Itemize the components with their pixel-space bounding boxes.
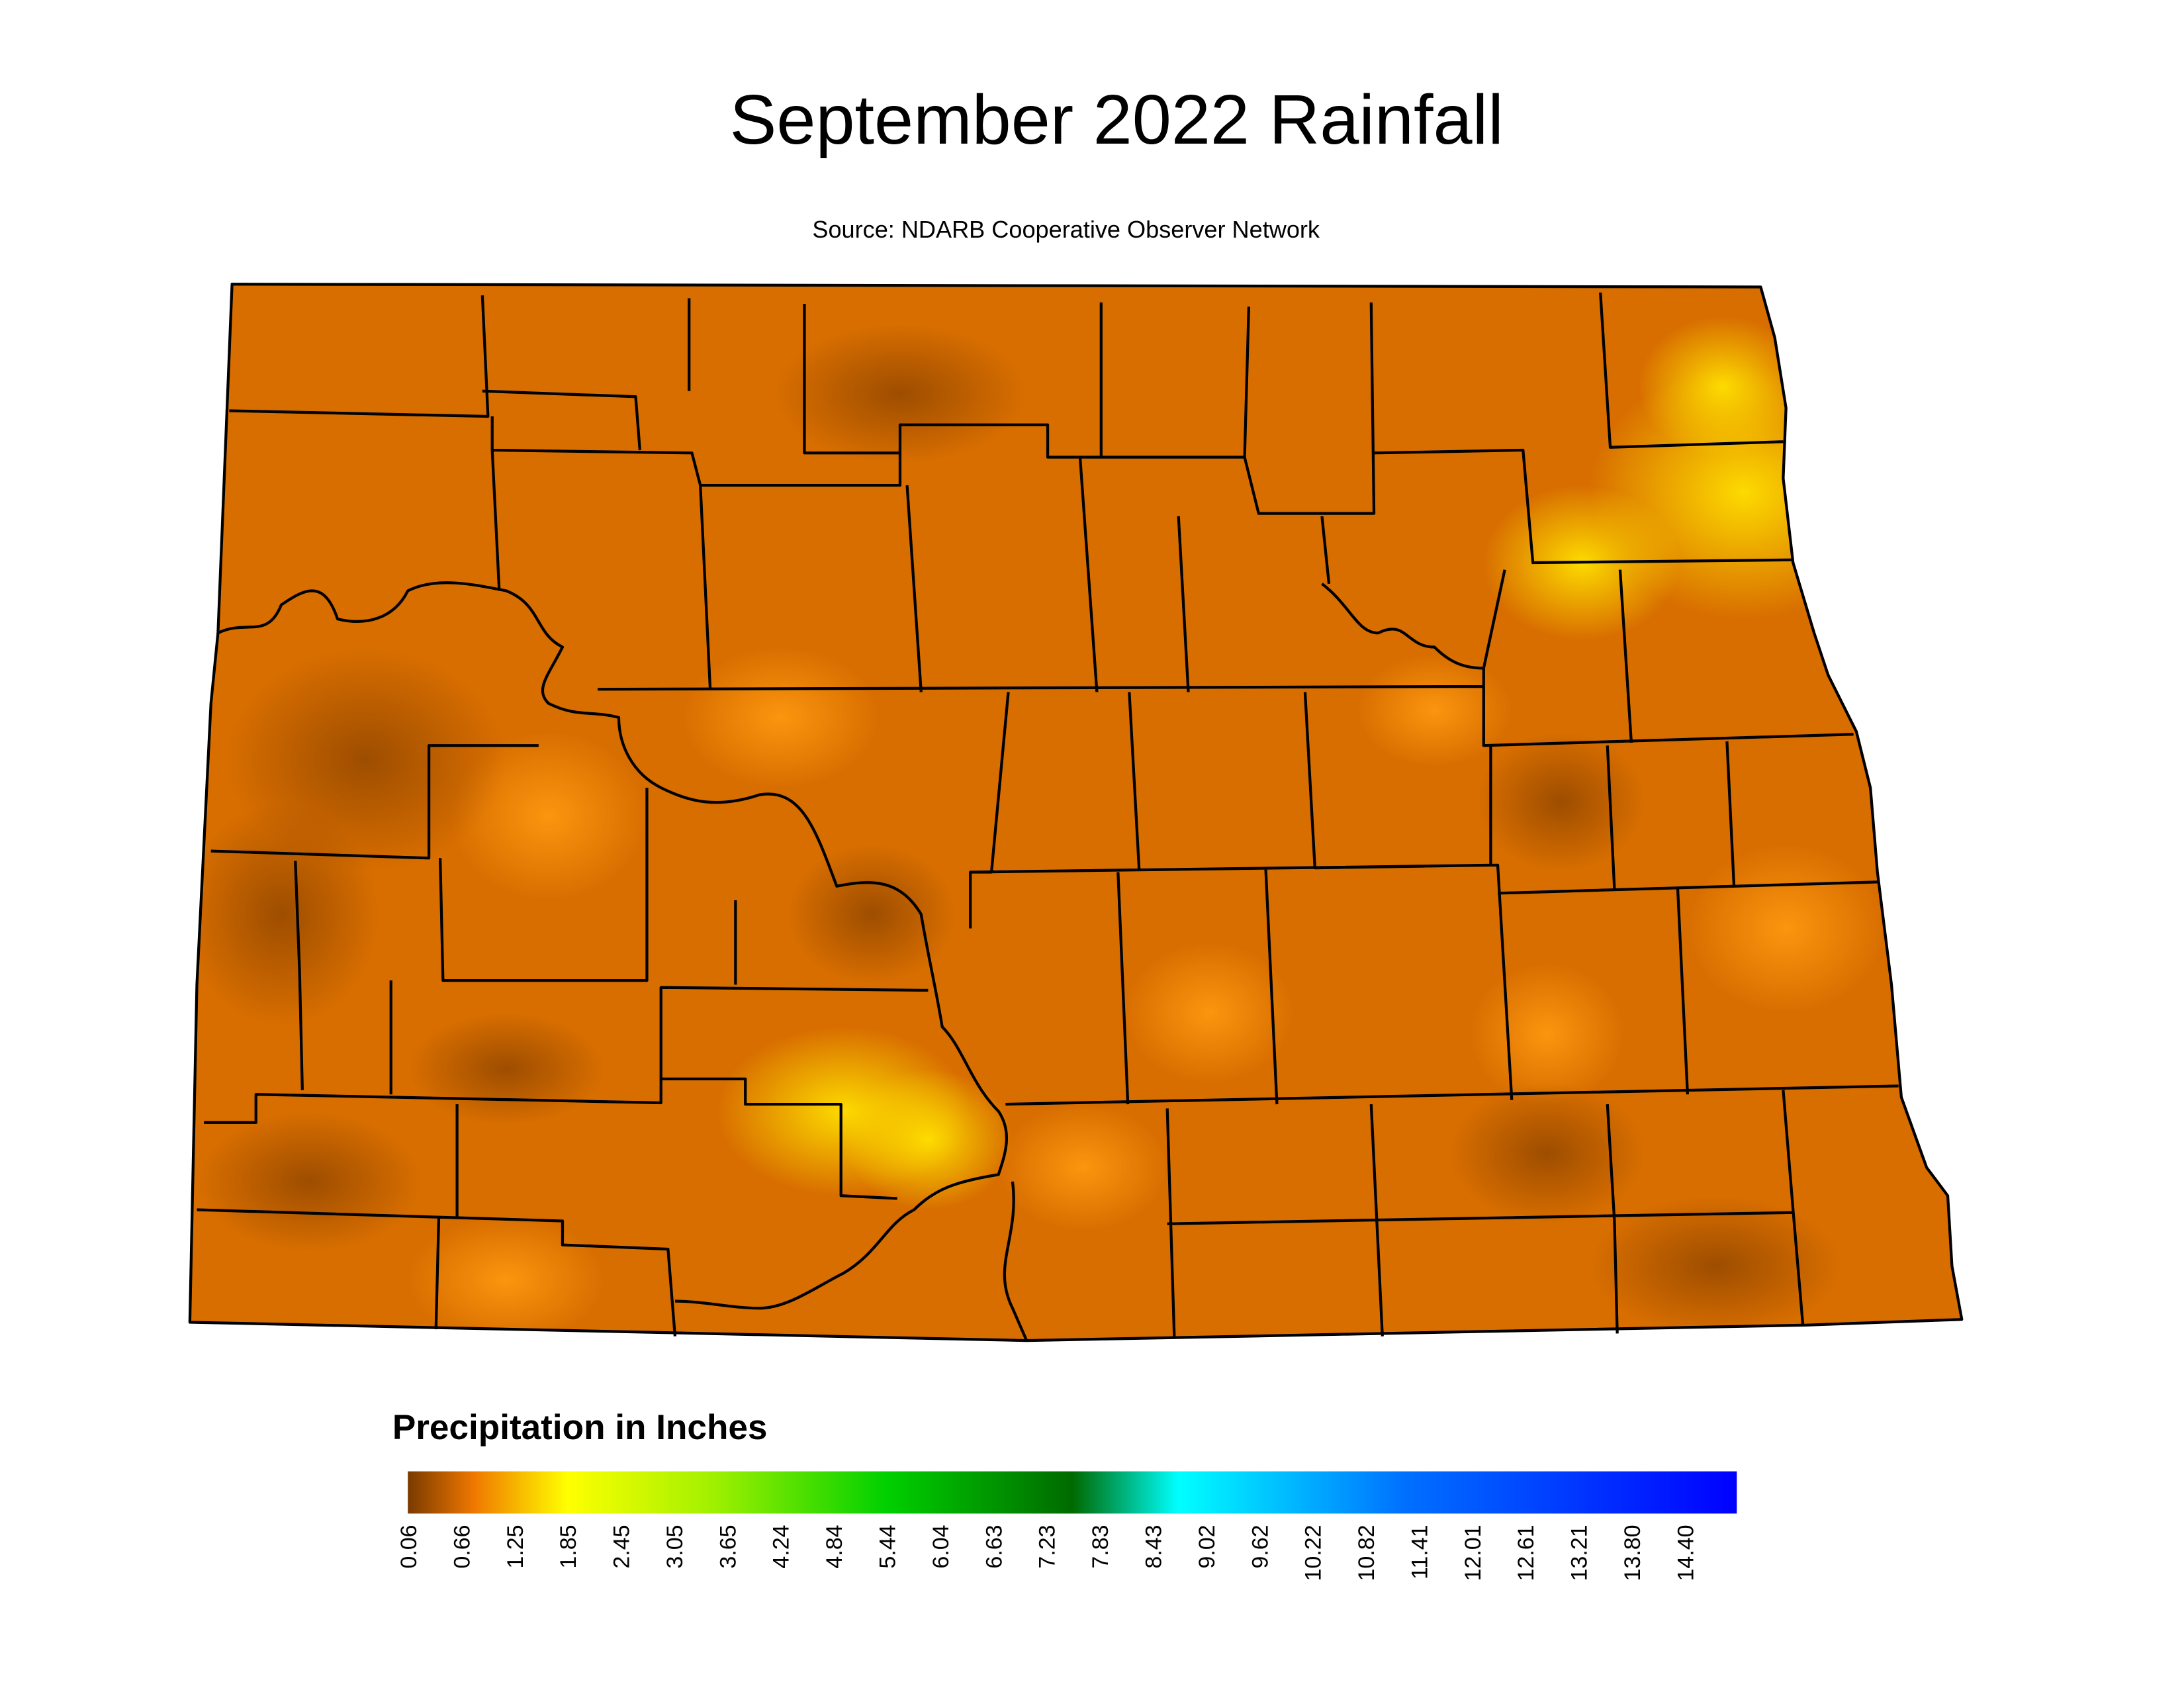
legend-label: 7.23 <box>1035 1524 1060 1568</box>
blob <box>1124 942 1294 1084</box>
river-border <box>217 581 1484 1341</box>
color-bar <box>408 1471 1737 1514</box>
legend-label: 0.06 <box>396 1524 422 1568</box>
legend-label: 6.63 <box>981 1524 1007 1568</box>
legend-label: 3.65 <box>715 1524 741 1568</box>
legend-label: 0.66 <box>449 1524 475 1568</box>
map-title: September 2022 Rainfall <box>730 80 1504 159</box>
legend-label: 10.82 <box>1354 1524 1379 1581</box>
legend-label: 11.41 <box>1407 1524 1432 1579</box>
legend-label: 13.21 <box>1567 1524 1592 1581</box>
legend-label: 1.85 <box>556 1524 581 1568</box>
state-outline <box>188 283 1964 1342</box>
source-note: Source: NDARB Cooperative Observer Netwo… <box>812 216 1320 243</box>
blob <box>189 802 380 1027</box>
legend-label: 12.61 <box>1514 1524 1539 1581</box>
blob <box>682 647 880 788</box>
blob <box>197 1111 422 1252</box>
legend-label: 9.62 <box>1248 1524 1273 1568</box>
legend-label: 6.04 <box>929 1524 954 1568</box>
legend-label: 12.01 <box>1461 1524 1486 1581</box>
blob <box>998 1104 1167 1231</box>
blob <box>1357 654 1512 767</box>
blob <box>1589 1196 1843 1336</box>
precip-blobs <box>189 316 1899 1341</box>
legend-label: 13.80 <box>1620 1524 1645 1581</box>
legend-label: 14.40 <box>1673 1524 1698 1581</box>
blob <box>1469 963 1625 1105</box>
legend-label: 3.05 <box>662 1524 688 1568</box>
legend-title: Precipitation in Inches <box>392 1408 768 1447</box>
blob <box>408 1012 605 1125</box>
county-border <box>197 292 1899 1336</box>
blob <box>408 1217 605 1341</box>
legend-label: 2.45 <box>610 1524 635 1568</box>
blob <box>1477 731 1646 872</box>
blob <box>1687 844 1885 1013</box>
legend-label: 10.22 <box>1301 1524 1326 1581</box>
blob <box>1448 1083 1646 1224</box>
county-lines <box>188 283 1964 1342</box>
legend-label: 4.24 <box>769 1524 794 1568</box>
blob <box>787 844 956 985</box>
legend-label: 7.83 <box>1088 1524 1113 1568</box>
blob <box>773 323 1027 465</box>
legend-label: 9.02 <box>1195 1524 1220 1568</box>
legend-label: 4.84 <box>822 1524 847 1568</box>
legend-labels: 0.06 0.66 1.25 1.85 2.45 3.05 3.65 4.24 4.84 5.44… <box>396 1524 1698 1581</box>
blob <box>1638 316 1807 457</box>
precip-field <box>189 284 1962 1341</box>
legend-label: 8.43 <box>1141 1524 1166 1568</box>
legend-label: 1.25 <box>503 1524 528 1568</box>
blob <box>843 1068 1013 1210</box>
legend-label: 5.44 <box>876 1524 901 1568</box>
